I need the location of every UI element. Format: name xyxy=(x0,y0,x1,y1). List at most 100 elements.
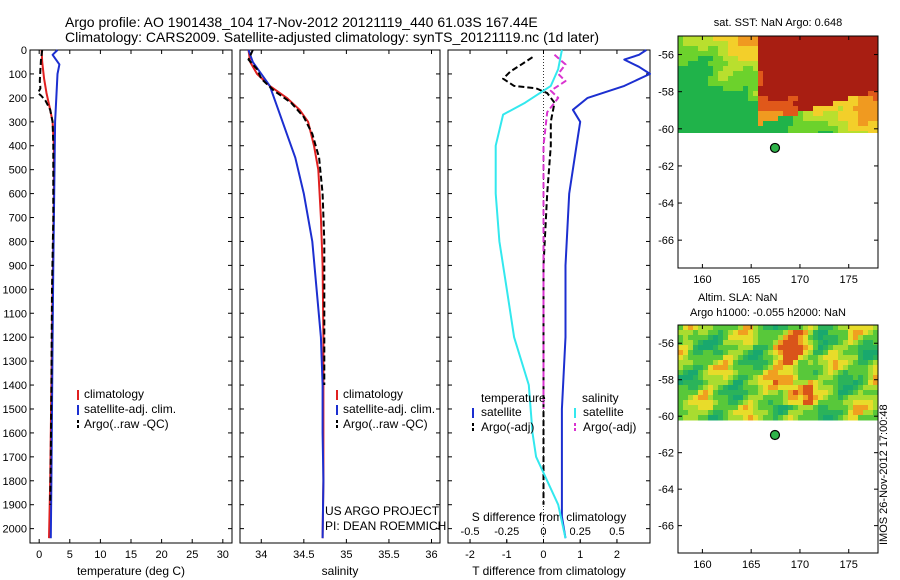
sst_map-cell xyxy=(813,121,819,127)
sst_map-cell xyxy=(808,51,814,57)
sla_map-cell xyxy=(783,395,789,401)
sla_map-cell xyxy=(873,415,878,421)
sla_map-cell xyxy=(748,365,754,371)
sla_map-cell xyxy=(713,340,719,346)
sst_map-cell xyxy=(828,61,834,67)
sst_map-cell xyxy=(798,116,804,122)
sst_map-cell xyxy=(843,51,849,57)
sla_map-cell xyxy=(838,405,844,411)
sst_map-cell xyxy=(833,51,839,57)
sst_map-cell xyxy=(863,101,869,107)
sst_map-cell xyxy=(743,116,749,122)
sst_map-cell xyxy=(763,111,769,117)
sst_map-cell xyxy=(873,131,878,133)
sst_map-cell xyxy=(783,36,789,42)
sla_map-cell xyxy=(808,330,814,336)
sla_map-cell xyxy=(793,410,799,416)
sla_map-cell xyxy=(723,375,729,381)
sst_map-cell xyxy=(868,131,874,133)
sst_map-cell xyxy=(788,46,794,52)
sst_map-cell xyxy=(833,121,839,127)
sst_map-cell xyxy=(823,96,829,102)
sla_map-cell xyxy=(813,365,819,371)
figure-title-line1: Argo profile: AO 1901438_104 17-Nov-2012… xyxy=(65,14,538,30)
sla_map-cell xyxy=(693,395,699,401)
sla_map-cell xyxy=(738,355,744,361)
sla_map-cell xyxy=(683,335,689,341)
sst_map-cell xyxy=(698,41,704,47)
sla_map-cell xyxy=(823,340,829,346)
sla_map-cell xyxy=(818,390,824,396)
sla_map-cell xyxy=(723,325,729,331)
sla_map-cell xyxy=(788,385,794,391)
sla_map-cell xyxy=(793,415,799,421)
sla_map-cell xyxy=(848,345,854,351)
sla_map-x-tick-label: 175 xyxy=(840,559,858,571)
sst_map-cell xyxy=(838,41,844,47)
sla_map-cell xyxy=(778,395,784,401)
sst_map-cell xyxy=(793,81,799,87)
sst_map-cell xyxy=(723,61,729,67)
sst_map-cell xyxy=(758,46,764,52)
sla_map-cell xyxy=(823,370,829,376)
sst_map-cell xyxy=(843,131,849,133)
sst_map-cell xyxy=(713,106,719,112)
difference-series-black xyxy=(502,56,556,505)
sst_map-cell xyxy=(713,91,719,97)
sst_map-cell xyxy=(803,56,809,62)
sst_map-cell xyxy=(763,86,769,92)
sla_map-cell xyxy=(698,380,704,386)
sst_map-cell xyxy=(728,86,734,92)
sst_map-cell xyxy=(868,61,874,67)
sst_map-cell xyxy=(713,76,719,82)
figure-title-line2: Climatology: CARS2009. Satellite-adjuste… xyxy=(65,29,599,45)
sst_map-cell xyxy=(703,36,709,42)
sla_map-cell xyxy=(773,325,779,331)
sst_map-cell xyxy=(813,86,819,92)
sla_map-cell xyxy=(818,355,824,361)
sla_map-cell xyxy=(763,330,769,336)
sla_map-cell xyxy=(808,345,814,351)
sst_map-cell xyxy=(838,76,844,82)
sla_map-cell xyxy=(703,345,709,351)
sst_map-cell xyxy=(798,111,804,117)
sst_map-cell xyxy=(783,101,789,107)
sla_map-cell xyxy=(738,415,744,421)
sst_map-cell xyxy=(698,71,704,77)
sst_map-cell xyxy=(758,71,764,77)
sst_map-cell xyxy=(743,76,749,82)
sla_map-cell xyxy=(743,375,749,381)
sla_map-cell xyxy=(803,390,809,396)
sla_map-cell xyxy=(838,390,844,396)
sla_map-cell xyxy=(688,370,694,376)
sst_map-cell xyxy=(838,36,844,42)
sla_map-cell xyxy=(778,365,784,371)
difference-xlabel: T difference from climatology xyxy=(472,564,626,578)
sla_map-cell xyxy=(743,410,749,416)
sla_map-cell xyxy=(718,405,724,411)
sst_map-cell xyxy=(833,131,839,133)
sla_map-cell xyxy=(718,350,724,356)
sla_map-cell xyxy=(783,340,789,346)
sst_map-cell xyxy=(868,96,874,102)
sla_map-cell xyxy=(693,410,699,416)
sst_map-cell xyxy=(713,81,719,87)
sst_map-cell xyxy=(778,86,784,92)
sla_map-cell xyxy=(803,400,809,406)
sst_map-cell xyxy=(758,51,764,57)
sst_map-cell xyxy=(713,56,719,62)
sla_map-cell xyxy=(803,355,809,361)
sst_map-cell xyxy=(803,96,809,102)
sst_map-cell xyxy=(728,96,734,102)
sst_map-cell xyxy=(733,61,739,67)
sst_map-cell xyxy=(683,41,689,47)
sst_map-cell xyxy=(763,81,769,87)
sst_map-cell xyxy=(863,81,869,87)
sst_map-cell xyxy=(788,121,794,127)
sst_map-cell xyxy=(753,116,759,122)
sla_map-cell xyxy=(798,355,804,361)
sst_map-cell xyxy=(808,96,814,102)
sst_map-cell xyxy=(773,86,779,92)
sst_map-cell xyxy=(838,126,844,132)
sst_map-cell xyxy=(853,91,859,97)
